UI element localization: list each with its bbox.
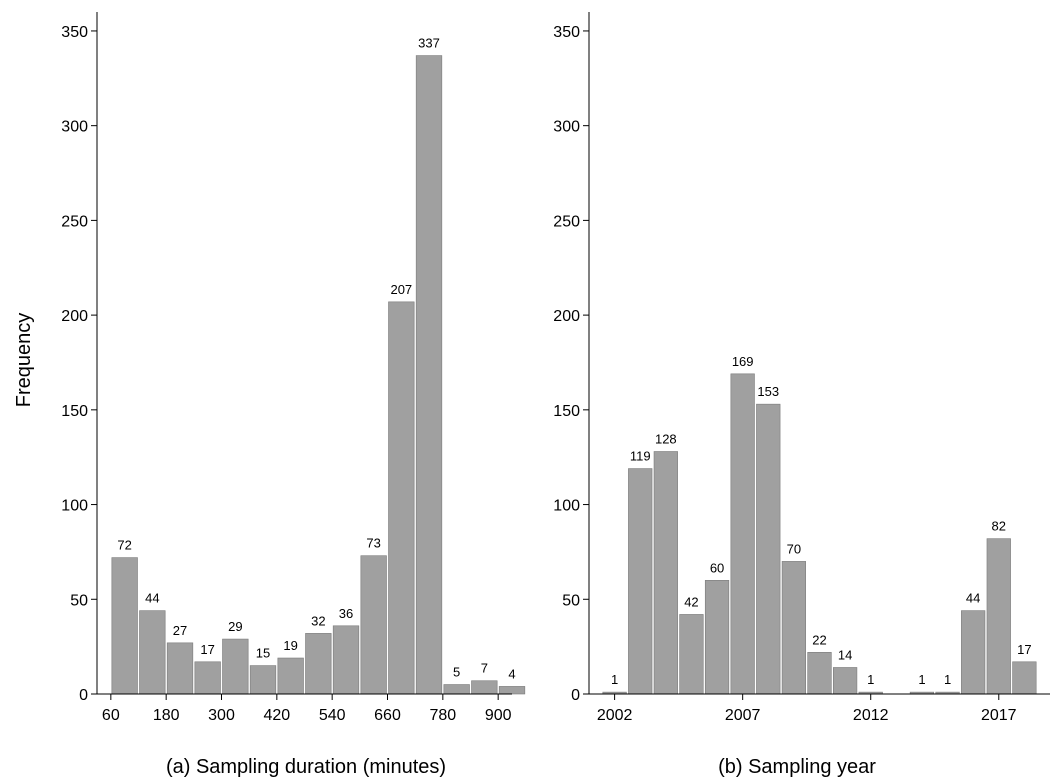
bar xyxy=(807,652,832,695)
y-tick-label: 200 xyxy=(553,308,580,325)
y-tick-label: 350 xyxy=(553,24,580,41)
bar-value-label: 44 xyxy=(966,591,980,606)
bar-value-label: 70 xyxy=(787,541,801,556)
x-tick-label: 180 xyxy=(153,707,180,724)
bar-value-label: 128 xyxy=(655,432,677,447)
caption-panel-b: (b) Sampling year xyxy=(718,756,876,778)
x-tick-label: 300 xyxy=(208,707,235,724)
y-tick-label: 300 xyxy=(61,119,88,136)
y-tick-label: 50 xyxy=(562,592,580,609)
bar-value-label: 27 xyxy=(173,623,187,638)
bar-value-label: 72 xyxy=(117,538,131,553)
bar-value-label: 17 xyxy=(200,642,214,657)
x-tick-label: 780 xyxy=(429,707,456,724)
y-tick-label: 250 xyxy=(61,213,88,230)
bar-value-label: 22 xyxy=(812,632,826,647)
bar-value-label: 32 xyxy=(311,613,325,628)
y-tick-label: 350 xyxy=(61,24,88,41)
bar xyxy=(679,614,704,695)
bar xyxy=(194,661,221,695)
bar xyxy=(360,555,387,695)
caption-panel-a: (a) Sampling duration (minutes) xyxy=(166,756,446,778)
y-tick-label: 200 xyxy=(61,308,88,325)
bar-value-label: 4 xyxy=(508,666,515,681)
bar xyxy=(222,638,249,695)
y-tick-label: 50 xyxy=(70,592,88,609)
bar xyxy=(628,468,653,695)
bar-value-label: 119 xyxy=(630,449,651,464)
bar-value-label: 29 xyxy=(228,619,242,634)
x-tick-label: 2017 xyxy=(981,707,1017,724)
x-tick-label: 2002 xyxy=(597,707,633,724)
x-tick-label: 660 xyxy=(374,707,401,724)
x-tick-label: 900 xyxy=(485,707,512,724)
bar xyxy=(443,684,470,695)
bar xyxy=(704,580,730,695)
bar-value-label: 14 xyxy=(838,647,852,662)
bar xyxy=(471,680,498,695)
bar-value-label: 17 xyxy=(1017,642,1031,657)
bar-value-label: 1 xyxy=(611,672,618,687)
bar xyxy=(730,373,755,695)
bar-value-label: 42 xyxy=(684,594,698,609)
y-tick-label: 100 xyxy=(61,498,88,515)
bar-value-label: 36 xyxy=(339,606,353,621)
y-tick-label: 0 xyxy=(571,687,580,704)
panel-a-sampling-duration: 72 44 27 17 29 15 19 32 36 73 207 337 5 7 4 0 50 100 150 20… xyxy=(61,12,526,724)
bar xyxy=(498,686,526,695)
y-axis-title: Frequency xyxy=(13,313,35,408)
y-tick-label: 100 xyxy=(553,498,580,515)
bar-value-label: 1 xyxy=(944,672,951,687)
y-tick-label: 150 xyxy=(61,403,88,420)
x-tick-label: 60 xyxy=(102,707,120,724)
bar xyxy=(1012,661,1037,695)
x-tick-label: 2007 xyxy=(725,707,761,724)
y-tick-label: 250 xyxy=(553,213,580,230)
bar xyxy=(653,451,678,695)
bar-value-label: 73 xyxy=(366,536,380,551)
bar-value-label: 169 xyxy=(732,354,754,369)
bar xyxy=(833,667,858,695)
y-tick-label: 300 xyxy=(553,119,580,136)
bar xyxy=(332,625,360,695)
bar xyxy=(305,633,332,695)
y-tick-label: 0 xyxy=(79,687,88,704)
bar-value-label: 5 xyxy=(453,665,460,680)
bar xyxy=(961,610,986,695)
bar xyxy=(415,55,443,695)
bar xyxy=(111,557,138,695)
bar-value-label: 207 xyxy=(390,282,412,297)
bar-value-label: 60 xyxy=(710,560,724,575)
bar xyxy=(166,642,194,695)
x-tick-label: 420 xyxy=(263,707,290,724)
bar xyxy=(277,657,304,695)
bar xyxy=(756,403,781,695)
bar-value-label: 44 xyxy=(145,591,159,606)
bar-value-label: 153 xyxy=(757,384,779,399)
bar xyxy=(139,610,166,695)
bar-value-label: 1 xyxy=(867,672,874,687)
bar xyxy=(781,561,806,695)
x-tick-label: 2012 xyxy=(853,707,889,724)
bar-value-label: 7 xyxy=(481,661,488,676)
x-tick-label: 540 xyxy=(319,707,346,724)
y-tick-label: 150 xyxy=(553,403,580,420)
bar xyxy=(249,665,277,695)
bar-value-label: 19 xyxy=(283,638,297,653)
bar xyxy=(388,301,415,695)
bar-value-label: 15 xyxy=(256,646,270,661)
bar xyxy=(986,538,1011,695)
bar-value-label: 82 xyxy=(992,519,1006,534)
bar-value-label: 337 xyxy=(418,36,440,51)
bar-value-label: 1 xyxy=(918,672,925,687)
